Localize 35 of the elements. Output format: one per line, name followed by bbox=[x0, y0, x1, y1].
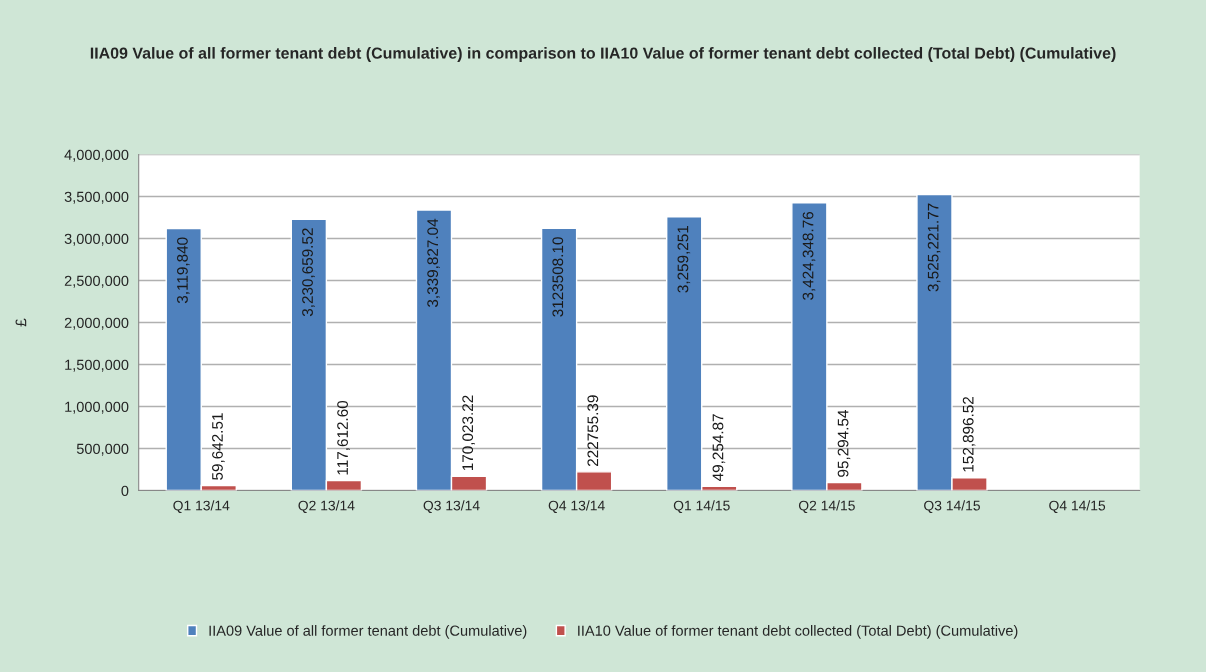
y-axis-title: £ bbox=[15, 318, 27, 327]
legend-label: IIA09 Value of all former tenant debt (Cumulative) bbox=[209, 625, 527, 639]
y-tick-label: 2,000,000 bbox=[64, 317, 129, 330]
x-tick-label: Q4 13/14 bbox=[548, 500, 605, 513]
legend-label: IIA10 Value of former tenant debt collected (Total Debt) (Cumulative) bbox=[578, 625, 1018, 639]
data-label: 222755.39 bbox=[587, 395, 599, 467]
x-tick-label: Q2 13/14 bbox=[298, 500, 355, 513]
data-label: 3,259,251 bbox=[677, 225, 691, 293]
data-label: 49,254.87 bbox=[712, 414, 726, 482]
y-tick-label: 3,000,000 bbox=[64, 233, 129, 246]
data-label: 3,424,348.76 bbox=[802, 211, 816, 300]
data-label: 3,119,840 bbox=[177, 237, 190, 304]
x-tick-label: Q3 13/14 bbox=[423, 500, 480, 513]
data-label: 3,339,827.04 bbox=[427, 218, 440, 308]
chart-title: IIA09 Value of all former tenant debt (Cumulative) in comparison to IIA10 Value of former tenant debt collected (Total Debt) (Cumulative) bbox=[90, 47, 1116, 62]
y-tick-label: 2,500,000 bbox=[64, 275, 129, 288]
data-label: 3123508.10 bbox=[552, 237, 564, 317]
x-tick-label: Q4 14/15 bbox=[1049, 500, 1106, 513]
x-tick-label: Q1 14/15 bbox=[673, 500, 730, 513]
x-tick-label: Q1 13/14 bbox=[173, 500, 230, 513]
y-tick-label: 3,500,000 bbox=[64, 191, 129, 204]
data-label: 95,294.54 bbox=[837, 410, 851, 477]
data-label: 170,023.22 bbox=[462, 395, 475, 471]
y-tick-label: 0 bbox=[121, 485, 129, 496]
data-label: 59,642.51 bbox=[212, 413, 225, 480]
data-label: 3,230,659.52 bbox=[302, 228, 315, 317]
y-tick-label: 500,000 bbox=[76, 443, 129, 456]
x-tick-label: Q3 14/15 bbox=[924, 500, 980, 513]
data-label: 117,612.60 bbox=[337, 400, 350, 475]
y-tick-label: 1,500,000 bbox=[65, 359, 129, 372]
y-tick-label: 4,000,000 bbox=[64, 149, 129, 162]
x-tick-label: Q2 14/15 bbox=[798, 500, 855, 513]
data-label: 152,896.52 bbox=[962, 396, 976, 472]
y-tick-label: 1,000,000 bbox=[65, 401, 129, 414]
data-label: 3,525,221.77 bbox=[927, 203, 941, 292]
